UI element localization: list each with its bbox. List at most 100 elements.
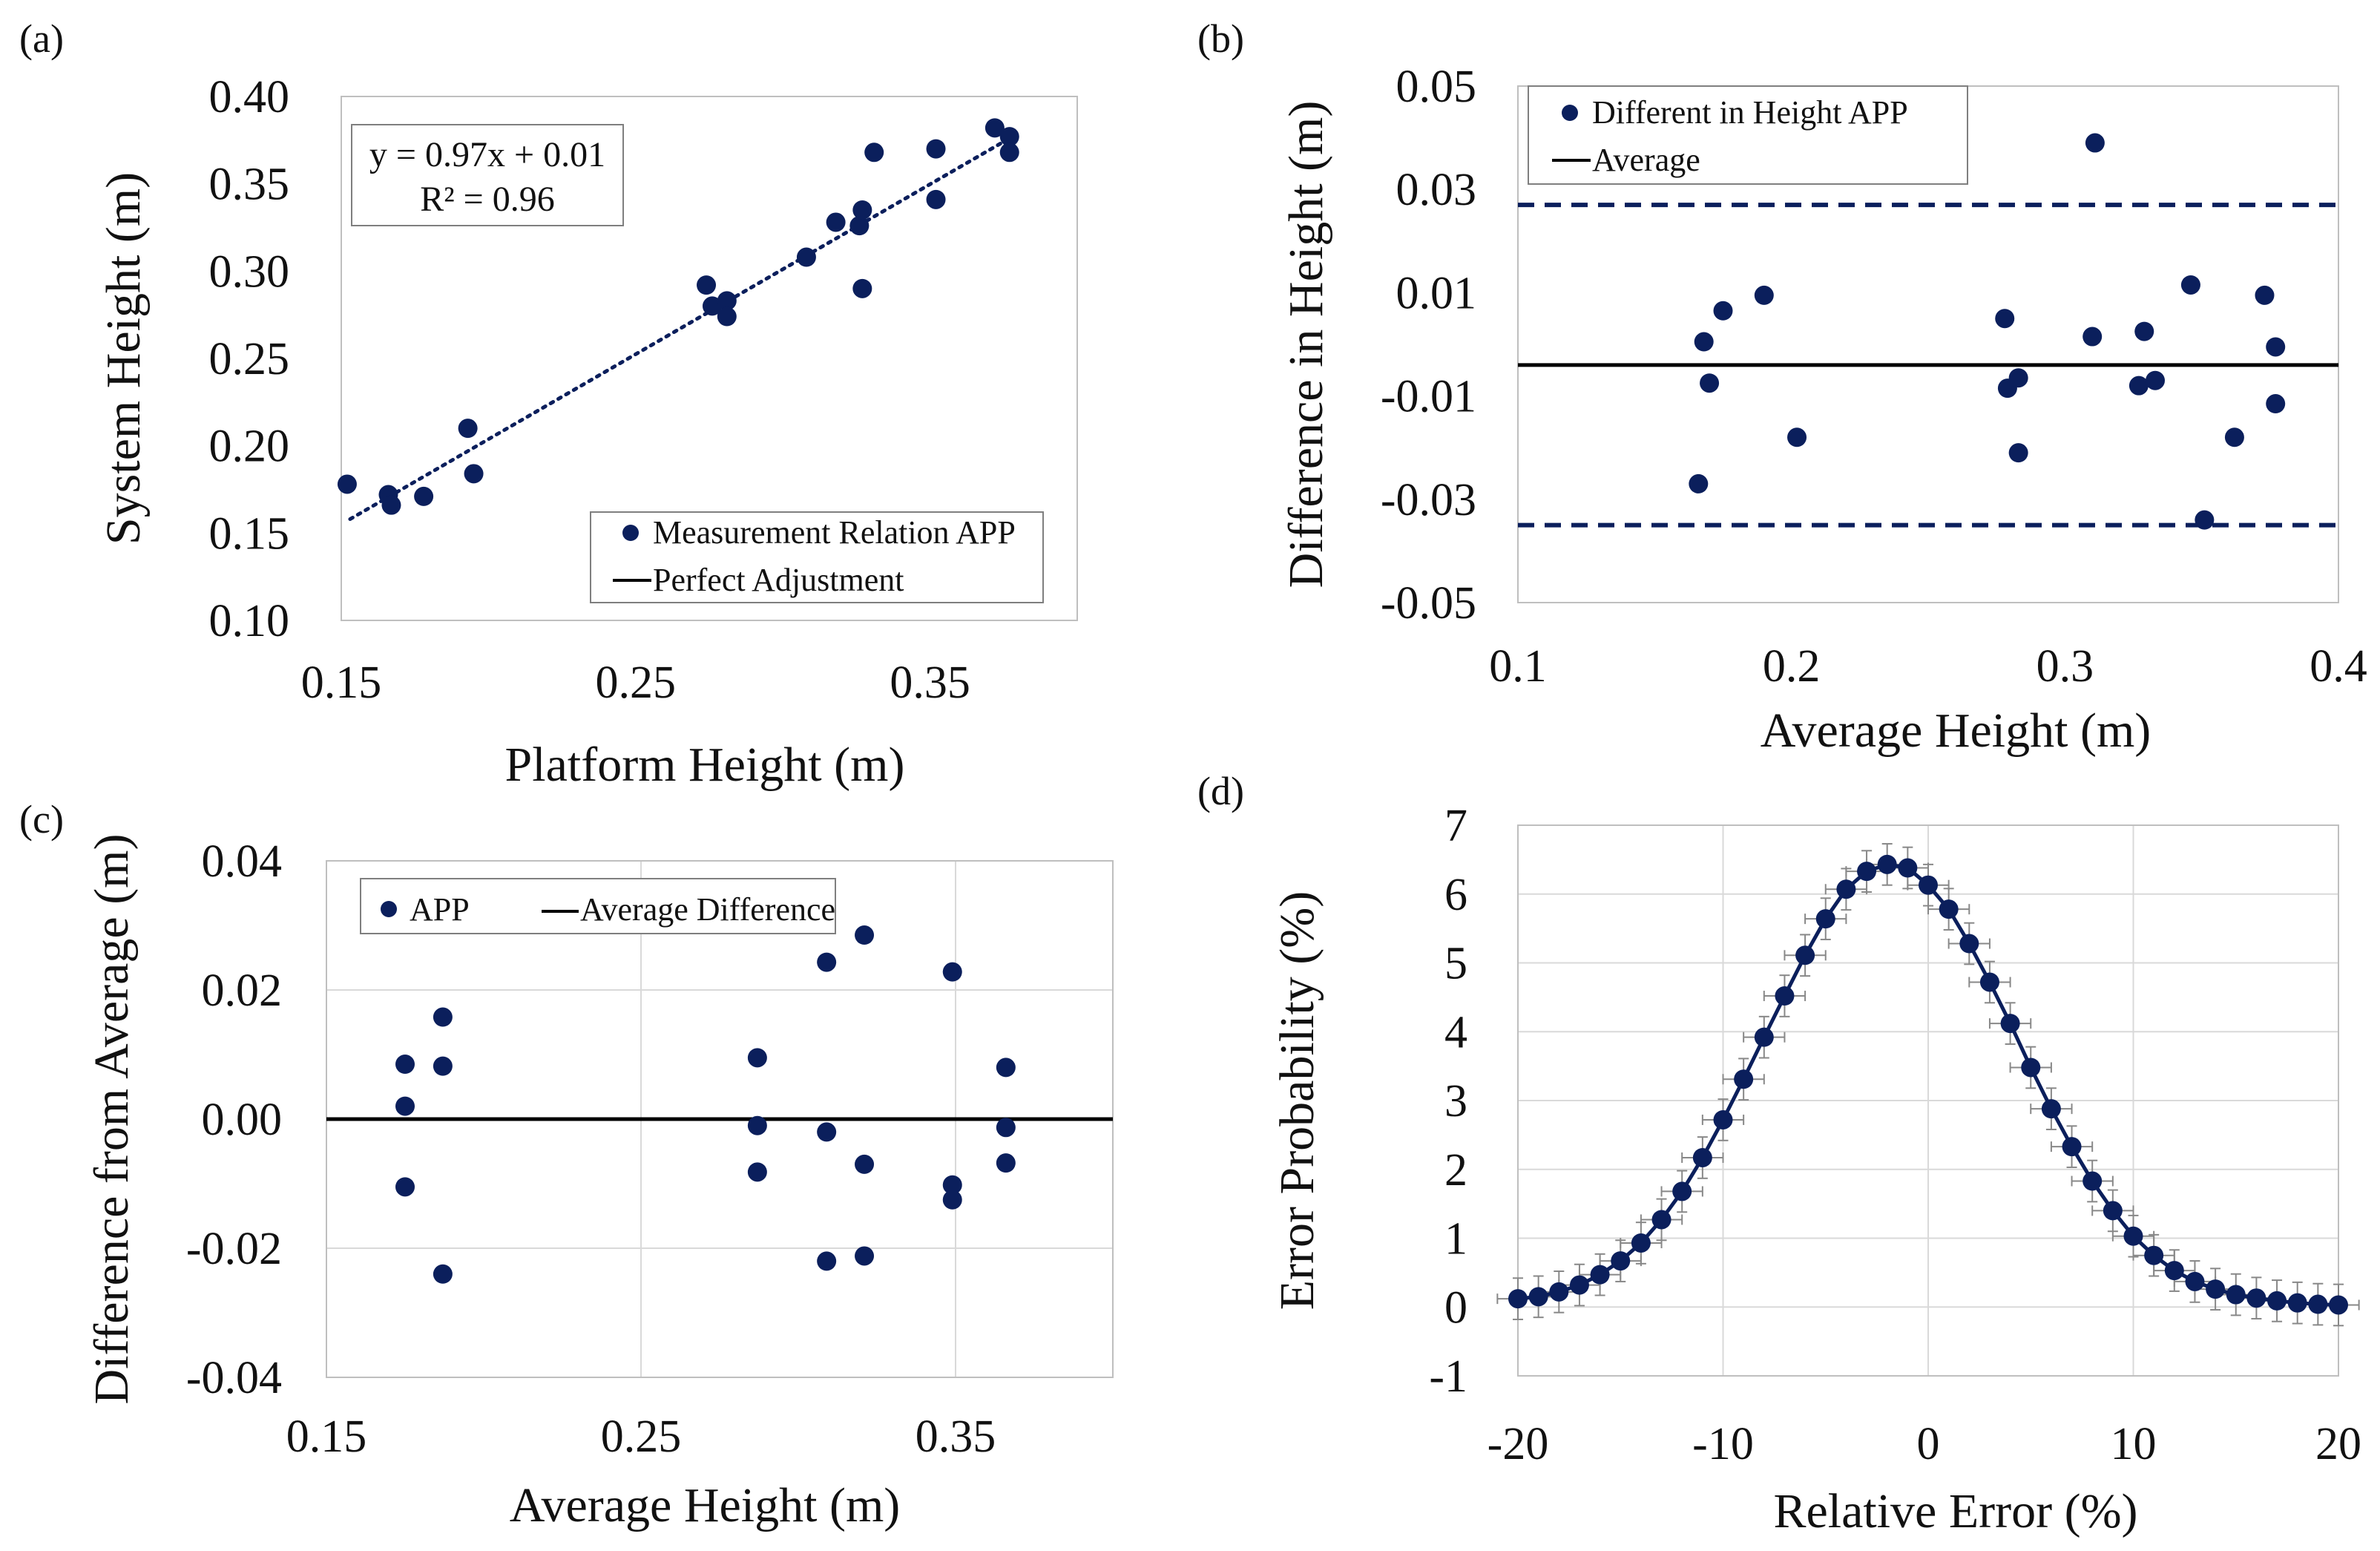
data-point	[2185, 1271, 2205, 1291]
data-point	[2266, 394, 2286, 414]
data-point	[2164, 1261, 2184, 1281]
y-tick-label: 3	[1444, 1076, 1467, 1127]
r-squared: R² = 0.96	[420, 180, 554, 219]
data-point	[1754, 1027, 1774, 1047]
x-tick-label: 0.3	[2037, 641, 2094, 692]
data-point	[852, 200, 872, 220]
data-point	[2000, 1014, 2020, 1034]
data-point	[2329, 1295, 2348, 1315]
data-point	[855, 925, 875, 945]
data-point	[1713, 1109, 1733, 1129]
data-point	[999, 127, 1019, 147]
y-tick-label: 2	[1444, 1145, 1467, 1196]
y-tick-label: -0.01	[1381, 372, 1476, 422]
data-point	[855, 1246, 875, 1266]
data-point	[2128, 376, 2149, 396]
legend: Measurement Relation APP Perfect Adjustme…	[590, 511, 1044, 603]
trendline	[348, 134, 1015, 522]
y-tick-label: -0.04	[186, 1353, 282, 1403]
data-point	[2082, 327, 2103, 347]
x-axis-title: Average Height (m)	[510, 1478, 901, 1532]
panel-label: (d)	[1197, 769, 1244, 813]
y-tick-label: 0.40	[209, 72, 290, 122]
data-point	[2008, 368, 2028, 388]
panel-label: (c)	[19, 797, 64, 842]
y-axis-title: Difference from Average (m)	[85, 834, 139, 1405]
data-point	[2267, 1291, 2287, 1311]
data-point	[2224, 427, 2244, 447]
x-tick-label: 0.4	[2310, 641, 2367, 692]
data-point	[2308, 1294, 2328, 1314]
legend-label: Average Difference	[580, 891, 835, 928]
panel-c-difference-from-average: (c) -0.04 -0.02 0.00 0.02 0.04 0.15 0.25 0.35 Ave…	[19, 797, 1114, 1532]
data-point	[1528, 1287, 1548, 1307]
y-tick-label: 0.01	[1396, 268, 1477, 318]
x-tick-label: 0.35	[915, 1411, 996, 1462]
data-point	[1611, 1251, 1631, 1271]
panel-b-bland-altman: (b) -0.05 -0.03 -0.01 0.01 0.03 0.05 0.1 0.2 0.3 0…	[1197, 16, 2367, 758]
data-point	[1919, 875, 1938, 895]
x-tick-label: 0.2	[1763, 641, 1821, 692]
data-point	[433, 1007, 453, 1027]
x-axis-title: Platform Height (m)	[505, 738, 905, 792]
data-point	[2062, 1137, 2082, 1157]
legend-frame	[360, 878, 836, 934]
x-tick-label: 0	[1917, 1419, 1940, 1469]
y-tick-label: 0.35	[209, 160, 290, 210]
data-point	[2145, 370, 2165, 390]
data-point	[2144, 1245, 2164, 1265]
data-point	[826, 212, 846, 232]
data-point	[2082, 1171, 2103, 1191]
data-point	[817, 1251, 837, 1271]
data-point	[1689, 473, 1709, 494]
data-point	[2287, 1293, 2307, 1313]
data-point	[1508, 1289, 1528, 1309]
y-tick-label: 0.05	[1396, 62, 1477, 112]
legend-frame	[1528, 85, 1968, 185]
legend-marker	[622, 525, 639, 541]
data-point	[747, 1115, 767, 1135]
legend-label: Different in Height APP	[1592, 94, 1908, 131]
y-tick-label: 0	[1444, 1282, 1467, 1333]
y-tick-label: 1	[1444, 1214, 1467, 1265]
legend: APP Average Difference	[360, 878, 836, 934]
data-point	[395, 1055, 415, 1075]
equation-box	[351, 124, 624, 226]
y-tick-label: 0.10	[209, 596, 290, 646]
data-point	[717, 306, 737, 327]
data-point	[855, 1154, 875, 1174]
data-point	[1775, 986, 1795, 1006]
data-point	[2008, 443, 2028, 463]
data-point	[984, 118, 1005, 138]
data-point	[1590, 1265, 1610, 1285]
panel-label: (a)	[19, 16, 64, 61]
plot-area-frame	[1517, 824, 2339, 1377]
data-point	[2206, 1279, 2226, 1299]
x-tick-label: 0.15	[301, 658, 382, 708]
data-point	[2123, 1226, 2143, 1246]
panel-a-scatter: (a)0.100.150.200.250.300.350.400.15 0.25 0…	[19, 16, 1078, 792]
x-axis-title: Relative Error (%)	[1773, 1484, 2137, 1538]
x-tick-label: 0.25	[596, 658, 677, 708]
y-tick-label: -0.02	[186, 1224, 282, 1274]
data-point	[2180, 275, 2200, 295]
data-point	[1939, 899, 1959, 919]
data-point	[458, 419, 478, 439]
data-point	[1877, 854, 1897, 874]
data-point	[942, 1190, 962, 1210]
x-axis-title: Average Height (m)	[1761, 704, 2151, 758]
data-point	[2085, 133, 2105, 153]
y-tick-label: 0.04	[202, 836, 283, 887]
data-point	[1979, 972, 1999, 992]
data-point	[1734, 1069, 1754, 1089]
data-point	[1631, 1233, 1651, 1253]
data-point	[1857, 862, 1877, 882]
data-point	[1898, 858, 1918, 878]
data-point	[942, 1175, 962, 1195]
x-tick-label: 0.25	[601, 1411, 682, 1462]
data-point	[1692, 1147, 1712, 1167]
y-axis-title: Error Probability (%)	[1270, 891, 1324, 1311]
data-point	[852, 278, 872, 298]
